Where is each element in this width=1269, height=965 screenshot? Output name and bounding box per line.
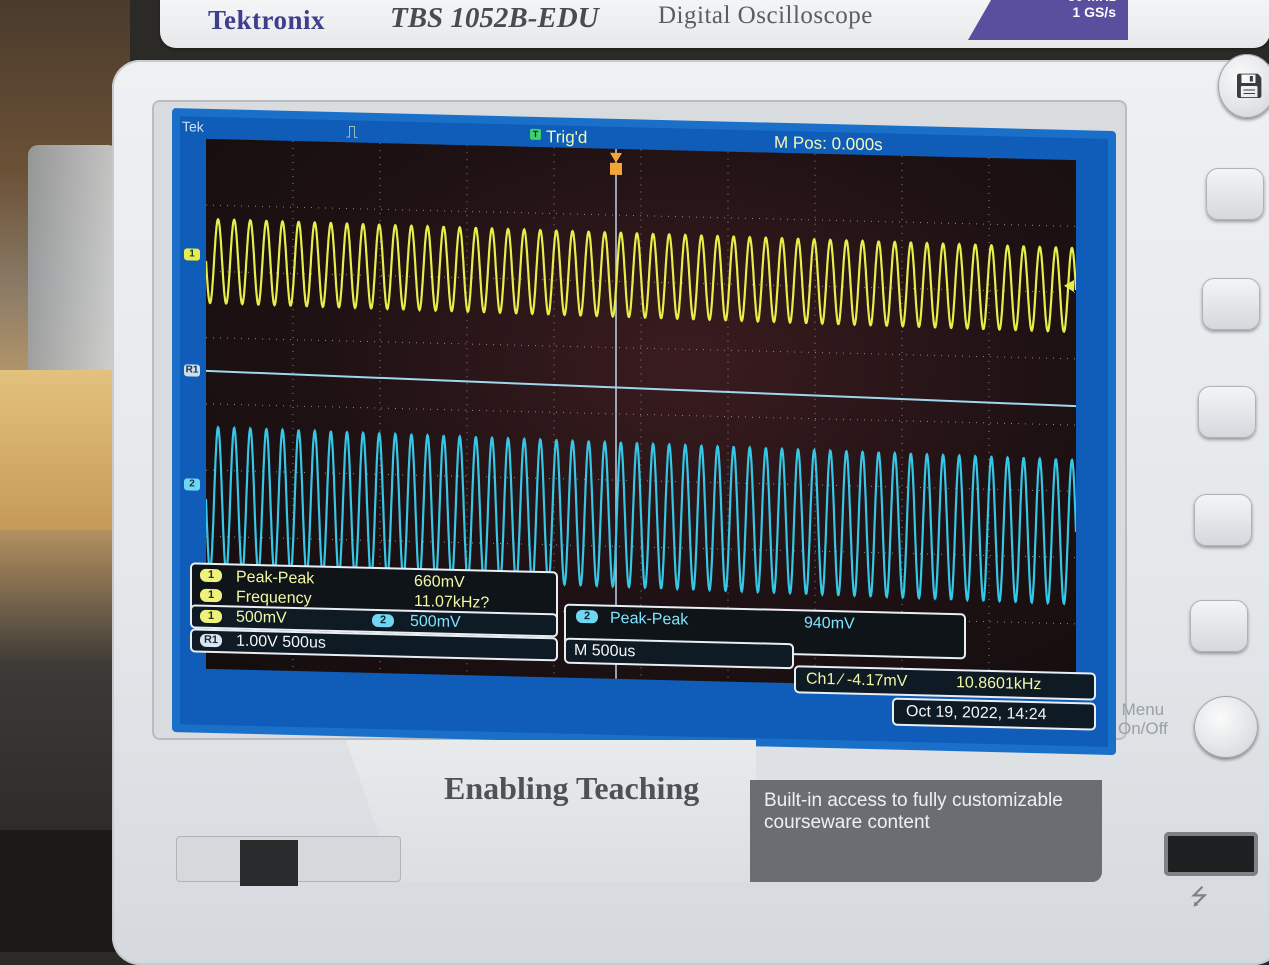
- background-laptop: [28, 145, 118, 400]
- ch2-marker: 2: [184, 478, 200, 491]
- ref-marker: R1: [184, 364, 200, 377]
- banner-right: Built-in access to fully customizable co…: [750, 780, 1102, 882]
- softkey-2[interactable]: [1202, 278, 1260, 330]
- spec-sample-rate: 1 GS/s: [1072, 4, 1116, 20]
- spec-badge: 50 MHz 1 GS/s: [968, 0, 1128, 40]
- ch2-scale-chip: 2: [372, 613, 394, 628]
- tek-logo: Tek: [182, 118, 204, 135]
- banner-title: Enabling Teaching: [444, 770, 700, 806]
- banner-left: [346, 740, 756, 882]
- ch1-chip: 1: [200, 568, 222, 583]
- graticule-horizontal: [206, 535, 1076, 559]
- ch2-chip: 2: [576, 609, 598, 624]
- brand-logo: Tektronix: [208, 5, 326, 35]
- graticule-horizontal: [206, 204, 1076, 227]
- graticule-horizontal: [206, 403, 1076, 426]
- menu-on-off-button[interactable]: [1194, 696, 1258, 758]
- ch1-trace: [206, 217, 1076, 333]
- menu-label-line1: Menu: [1121, 700, 1165, 719]
- teaching-banner: Enabling Teaching Built-in access to ful…: [346, 740, 1102, 882]
- trigger-state: Trig'd: [546, 127, 588, 148]
- usb-port[interactable]: [1164, 832, 1258, 876]
- ch1-scale: 500mV: [236, 608, 287, 627]
- trigger-setting: Ch1 ⁄ -4.17mV: [806, 670, 908, 690]
- foot-clip: [240, 840, 298, 886]
- ref-trace: [206, 369, 1076, 408]
- ref-scale: 1.00V 500us: [236, 632, 326, 652]
- datetime: Oct 19, 2022, 14:24: [906, 702, 1047, 724]
- ch2-scale: 500mV: [410, 612, 461, 632]
- softkey-5[interactable]: [1190, 600, 1248, 652]
- waveform-display: [206, 138, 1076, 691]
- ch1-peak-value: 660mV: [414, 572, 465, 592]
- trigger-tag: T: [530, 128, 541, 141]
- waveform-svg: [206, 140, 1076, 688]
- softkey-1[interactable]: [1206, 168, 1264, 220]
- trigger-frequency: 10.8601kHz: [956, 674, 1042, 694]
- menu-label-line2: On/Off: [1118, 719, 1168, 738]
- ch1-marker: 1: [184, 248, 200, 261]
- m-position: M Pos: 0.000s: [774, 132, 883, 155]
- menu-label: Menu On/Off: [1118, 700, 1168, 738]
- ref-scale-chip: R1: [200, 633, 222, 648]
- model-name: TBS 1052B-EDU: [390, 2, 599, 34]
- ch2-peak-value: 940mV: [804, 614, 855, 633]
- graticule-horizontal: [206, 337, 1076, 360]
- pulse-icon: ⎍: [346, 122, 358, 142]
- save-button[interactable]: 💾︎: [1218, 54, 1269, 118]
- oscilloscope-screen: Tek ⎍ T Trig'd M Pos: 0.000s 1 R1 2 1 Pe…: [172, 108, 1116, 756]
- banner-subtitle: Built-in access to fully customizable co…: [764, 790, 1063, 833]
- timebase: M 500us: [574, 641, 636, 661]
- softkey-3[interactable]: [1198, 386, 1256, 438]
- trigger-position-box: [610, 162, 622, 175]
- trigger-panel: Ch1 ⁄ -4.17mV 10.8601kHz: [794, 665, 1096, 701]
- trigger-position-marker: [610, 152, 622, 163]
- datetime-panel: Oct 19, 2022, 14:24: [892, 697, 1096, 731]
- spec-bandwidth: 50 MHz: [1068, 0, 1116, 4]
- graticule-horizontal: [206, 469, 1076, 492]
- model-description: Digital Oscilloscope: [658, 2, 873, 29]
- ch2-trace: [206, 425, 1076, 606]
- usb-icon: ⭍: [1190, 884, 1209, 909]
- trigger-level-marker: [1064, 280, 1074, 293]
- ch1-scale-chip: 1: [200, 609, 222, 624]
- ch1-chip-freq: 1: [200, 588, 222, 603]
- ch2-peak-label: Peak-Peak: [610, 609, 689, 629]
- save-icon: 💾︎: [1234, 73, 1265, 100]
- ch1-peak-label: Peak-Peak: [236, 568, 315, 588]
- softkey-4[interactable]: [1194, 494, 1252, 546]
- screen-inner: Tek ⎍ T Trig'd M Pos: 0.000s 1 R1 2 1 Pe…: [180, 116, 1108, 747]
